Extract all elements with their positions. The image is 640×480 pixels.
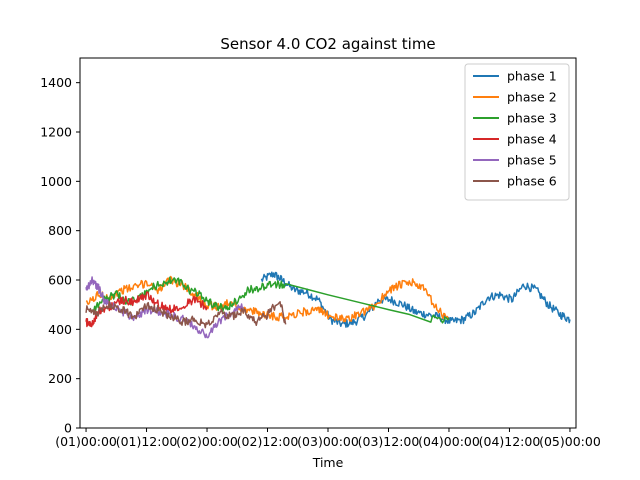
- y-tick-label-4: 800: [48, 223, 72, 238]
- legend-label-1: phase 1: [507, 69, 557, 84]
- series-layer: [85, 271, 571, 339]
- x-tick-label-2: (02)00:00: [176, 434, 238, 449]
- legend-label-5: phase 5: [507, 153, 557, 168]
- legend-label-3: phase 3: [507, 111, 557, 126]
- y-tick-label-0: 0: [64, 421, 72, 436]
- x-tick-label-4: (03)00:00: [297, 434, 359, 449]
- x-axis: (01)00:00(01)12:00(02)00:00(02)12:00(03)…: [55, 428, 601, 449]
- x-axis-label: Time: [312, 455, 344, 470]
- x-tick-label-5: (03)12:00: [358, 434, 420, 449]
- x-tick-label-7: (04)12:00: [479, 434, 541, 449]
- y-tick-label-6: 1200: [40, 125, 72, 140]
- legend: phase 1 phase 2 phase 3 phase 4 phase 5 phase…: [464, 63, 570, 201]
- series-line-1: [260, 271, 571, 328]
- x-tick-label-0: (01)00:00: [55, 434, 117, 449]
- y-tick-label-3: 600: [48, 273, 72, 288]
- series-line-6: [85, 300, 287, 329]
- legend-label-6: phase 6: [507, 174, 557, 189]
- y-tick-label-2: 400: [48, 322, 72, 337]
- y-tick-label-7: 1400: [40, 75, 72, 90]
- legend-label-4: phase 4: [507, 132, 557, 147]
- y-tick-label-5: 1000: [40, 174, 72, 189]
- x-tick-label-1: (01)12:00: [116, 434, 178, 449]
- y-axis: 0 200 400 600 800 1000 1200 1400: [40, 75, 80, 436]
- y-tick-label-1: 200: [48, 371, 72, 386]
- x-tick-label-3: (02)12:00: [237, 434, 299, 449]
- x-tick-label-8: (05)00:00: [539, 434, 601, 449]
- x-tick-label-6: (04)00:00: [418, 434, 480, 449]
- legend-label-2: phase 2: [507, 90, 557, 105]
- chart-title: Sensor 4.0 CO2 against time: [220, 35, 435, 53]
